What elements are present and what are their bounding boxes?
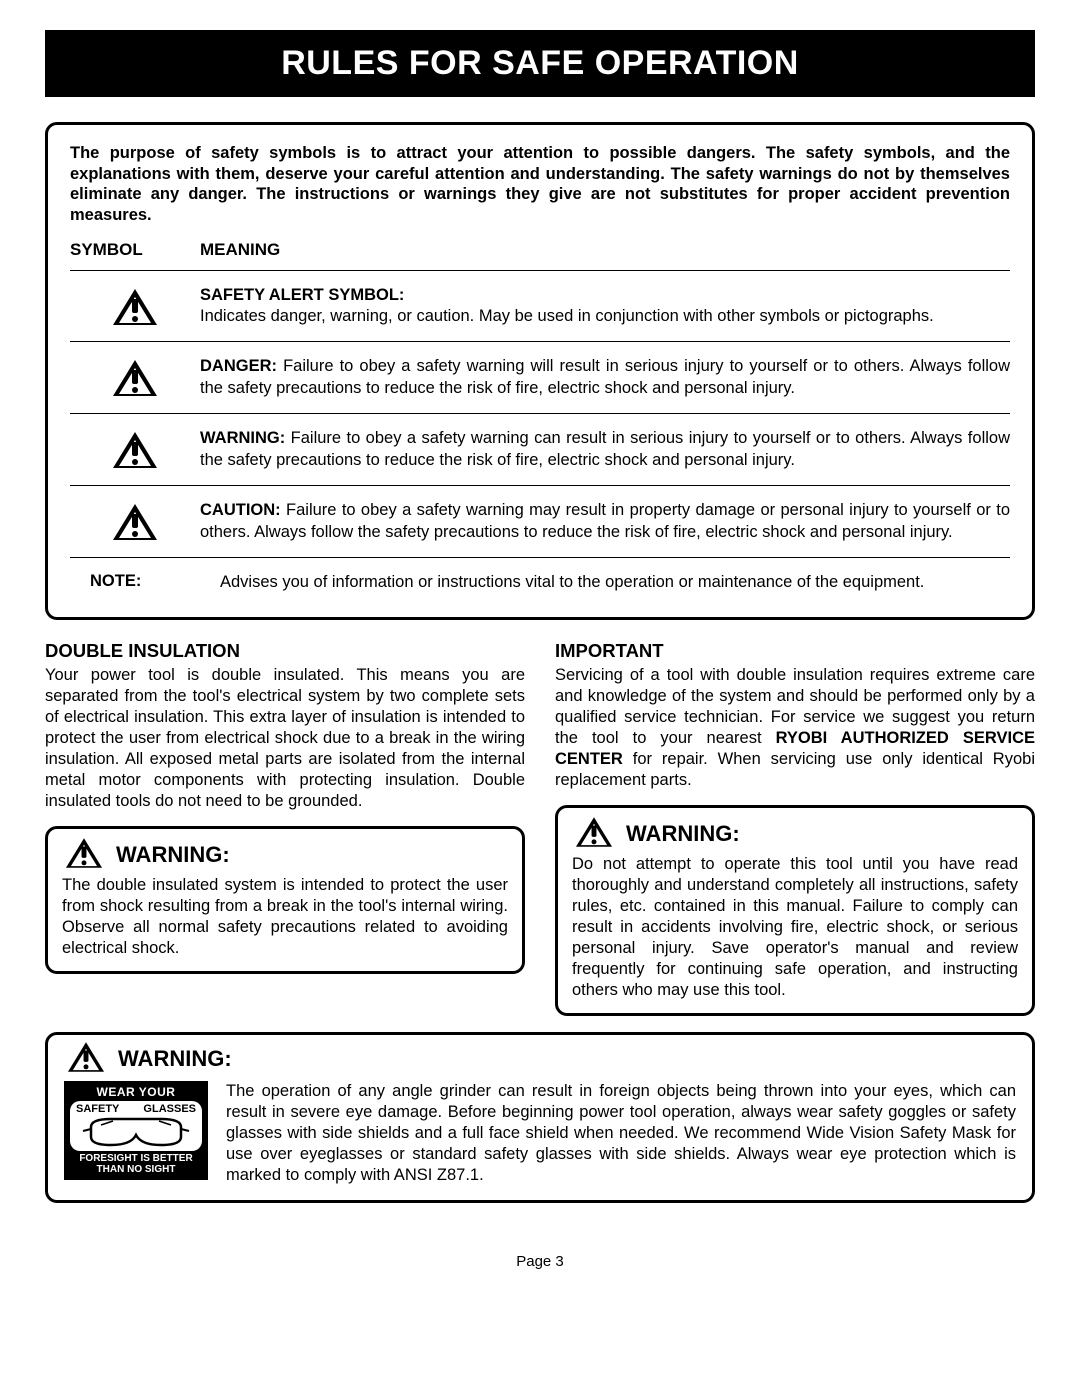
alert-triangle-icon (70, 285, 200, 325)
heading-double-insulation: DOUBLE INSULATION (45, 640, 525, 662)
bottom-warning-text: The operation of any angle grinder can r… (226, 1081, 1016, 1186)
page-number: Page 3 (45, 1253, 1035, 1270)
warning-box-bottom: WARNING: WEAR YOUR SAFETYGLASSES (45, 1032, 1035, 1203)
alert-triangle-icon (70, 356, 200, 396)
legend-row-danger: DANGER: Failure to obey a safety warning… (70, 341, 1010, 413)
legend-row-warning: WARNING: Failure to obey a safety warnin… (70, 413, 1010, 485)
important-text: Servicing of a tool with double insulati… (555, 665, 1035, 791)
left-column: DOUBLE INSULATION Your power tool is dou… (45, 640, 525, 1015)
legend-row-note: NOTE: Advises you of information or inst… (70, 557, 1010, 607)
two-column-section: DOUBLE INSULATION Your power tool is dou… (45, 640, 1035, 1015)
warning-header: WARNING: (64, 1043, 1016, 1075)
intro-text: The purpose of safety symbols is to attr… (70, 143, 1010, 226)
legend-row-caution: CAUTION: Failure to obey a safety warnin… (70, 485, 1010, 557)
legend-row-alert: SAFETY ALERT SYMBOL: Indicates danger, w… (70, 270, 1010, 342)
right-column: IMPORTANT Servicing of a tool with doubl… (555, 640, 1035, 1015)
safety-glasses-badge: WEAR YOUR SAFETYGLASSES FORESIGHT IS BET… (64, 1081, 208, 1180)
alert-triangle-icon (64, 1043, 108, 1075)
double-insulation-text: Your power tool is double insulated. Thi… (45, 665, 525, 812)
alert-triangle-icon (70, 500, 200, 540)
note-label: NOTE: (70, 572, 220, 591)
legend-text: SAFETY ALERT SYMBOL: Indicates danger, w… (200, 285, 1010, 328)
warning-box-left: WARNING: The double insulated system is … (45, 826, 525, 974)
legend-text: CAUTION: Failure to obey a safety warnin… (200, 500, 1010, 543)
warning-header: WARNING: (62, 839, 508, 871)
warning-box-right: WARNING: Do not attempt to operate this … (555, 805, 1035, 1016)
heading-important: IMPORTANT (555, 640, 1035, 662)
alert-triangle-icon (70, 428, 200, 468)
header-symbol: SYMBOL (70, 240, 200, 260)
legend-text: DANGER: Failure to obey a safety warning… (200, 356, 1010, 399)
legend-text: Advises you of information or instructio… (220, 572, 1010, 593)
goggles-icon (81, 1115, 191, 1149)
title-bar: RULES FOR SAFE OPERATION (45, 30, 1035, 97)
legend-header: SYMBOL MEANING (70, 240, 1010, 260)
alert-triangle-icon (62, 839, 106, 871)
page: RULES FOR SAFE OPERATION The purpose of … (0, 0, 1080, 1290)
header-meaning: MEANING (200, 240, 280, 260)
legend-text: WARNING: Failure to obey a safety warnin… (200, 428, 1010, 471)
warning-text: The double insulated system is intended … (62, 875, 508, 959)
warning-text: Do not attempt to operate this tool unti… (572, 854, 1018, 1001)
alert-triangle-icon (572, 818, 616, 850)
warning-header: WARNING: (572, 818, 1018, 850)
symbol-legend-box: The purpose of safety symbols is to attr… (45, 122, 1035, 620)
